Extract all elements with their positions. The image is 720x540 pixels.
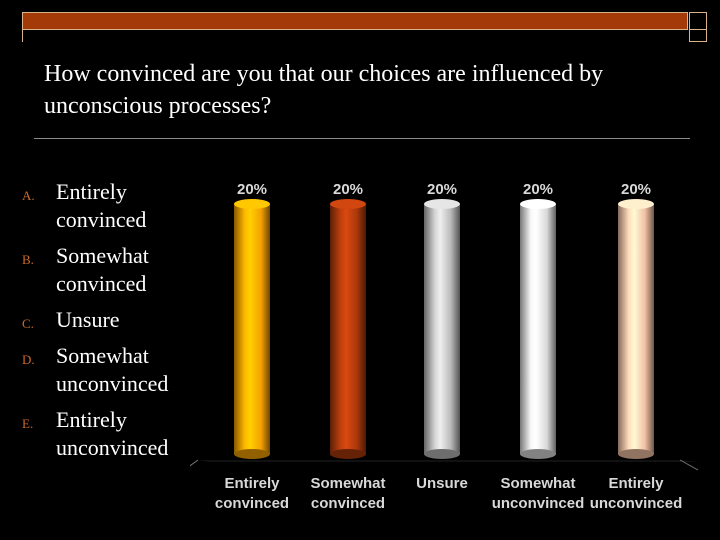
data-label: 20%	[237, 181, 267, 198]
bar-top	[520, 199, 556, 209]
option-text: Entirely convinced	[56, 179, 147, 232]
category-label: convinced	[215, 495, 289, 512]
bar-top	[424, 199, 460, 209]
data-label: 20%	[333, 181, 363, 198]
header-accent-bar	[22, 12, 688, 30]
data-label: 20%	[427, 181, 457, 198]
title-divider	[34, 138, 690, 139]
category-label: Unsure	[416, 475, 468, 492]
category-label: convinced	[311, 495, 385, 512]
category-label: Somewhat	[310, 475, 385, 492]
option-text: Somewhat unconvinced	[56, 343, 169, 396]
bar-base	[424, 449, 460, 459]
header-accent-line	[22, 30, 23, 42]
option-letter: D.	[22, 352, 35, 367]
option-letter: A.	[22, 188, 35, 203]
response-bar-chart: 20% Entirely convinced 20% Somewhat convinced…	[190, 170, 710, 530]
category-label: Entirely	[608, 475, 664, 492]
bar	[424, 204, 460, 454]
category-label: Entirely	[224, 475, 280, 492]
slide-title: How convinced are you that our choices a…	[44, 61, 604, 119]
category-label: unconvinced	[492, 495, 585, 512]
answer-options-list: A. Entirely convinced B. Somewhat convince…	[22, 178, 202, 470]
bar	[234, 204, 270, 454]
bar-base	[618, 449, 654, 459]
category-label: Somewhat	[500, 475, 575, 492]
option-text: Somewhat convinced	[56, 243, 149, 296]
chart-floor-edge-right	[679, 459, 699, 471]
bar-top	[330, 199, 366, 209]
category-label: unconvinced	[590, 495, 683, 512]
option-letter: B.	[22, 252, 34, 267]
chart-floor	[198, 460, 698, 462]
chart-floor-edge-left	[190, 459, 199, 467]
data-label: 20%	[621, 181, 651, 198]
bar-base	[330, 449, 366, 459]
option-letter: E.	[22, 416, 34, 431]
bar-top	[618, 199, 654, 209]
data-label: 20%	[523, 181, 553, 198]
option-text: Unsure	[56, 307, 120, 332]
bar-chart-svg: 20% Entirely convinced 20% Somewhat convinced…	[190, 181, 699, 512]
option-c: C. Unsure	[22, 306, 202, 334]
option-b: B. Somewhat convinced	[22, 242, 202, 298]
corner-square-top	[689, 12, 707, 30]
option-e: E. Entirely unconvinced	[22, 406, 202, 462]
option-a: A. Entirely convinced	[22, 178, 202, 234]
bar	[618, 204, 654, 454]
bar	[330, 204, 366, 454]
option-letter: C.	[22, 316, 34, 331]
option-text: Entirely unconvinced	[56, 407, 169, 460]
bar-top	[234, 199, 270, 209]
option-d: D. Somewhat unconvinced	[22, 342, 202, 398]
bar-base	[520, 449, 556, 459]
corner-square-bottom	[689, 26, 707, 42]
bar-base	[234, 449, 270, 459]
bar	[520, 204, 556, 454]
